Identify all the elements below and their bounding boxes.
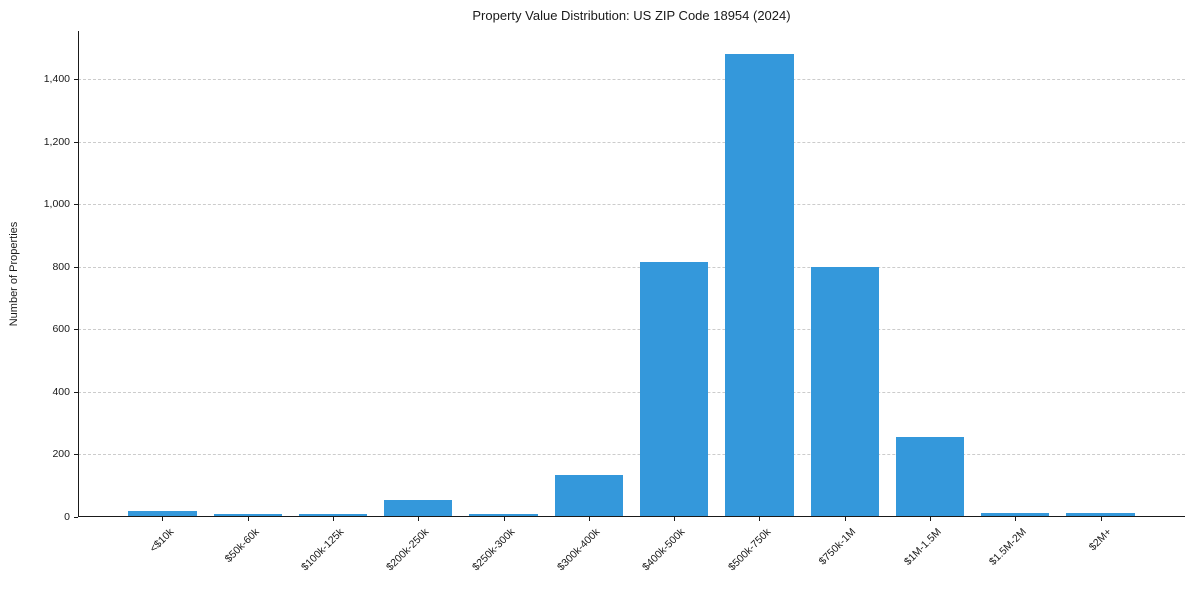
bar	[128, 510, 197, 517]
x-tick-label: $1.5M-2M	[986, 526, 1029, 568]
bar	[810, 266, 879, 517]
x-tick-label: <$10k	[146, 526, 176, 555]
bar	[213, 514, 282, 517]
gridline-1400	[78, 79, 1185, 81]
gridline-800	[78, 266, 1185, 268]
bar	[725, 54, 794, 517]
y-tick-mark	[74, 79, 78, 81]
y-tick-label: 1,400	[43, 73, 70, 86]
y-tick-label: 1,200	[43, 135, 70, 148]
bar	[298, 514, 368, 517]
y-tick-mark	[74, 266, 78, 268]
plot-area	[78, 31, 1185, 517]
y-axis-label: Number of Properties	[8, 221, 20, 327]
y-tick-mark	[74, 204, 78, 206]
x-tick-mark	[588, 517, 590, 521]
x-tick-label: $750k-1M	[816, 526, 859, 568]
x-tick-mark	[844, 517, 846, 521]
gridline-600	[78, 329, 1185, 331]
y-axis-line	[78, 31, 79, 517]
gridline-1000	[78, 204, 1185, 206]
bar	[554, 474, 623, 517]
x-tick-label: $2M+	[1086, 526, 1115, 554]
y-tick-mark	[74, 454, 78, 456]
y-tick-label: 800	[52, 260, 70, 273]
bar	[895, 437, 965, 517]
y-tick-mark	[74, 391, 78, 393]
x-tick-mark	[247, 517, 249, 521]
x-tick-mark	[1015, 517, 1017, 521]
y-tick-label: 200	[52, 448, 70, 461]
x-tick-mark	[503, 517, 505, 521]
y-tick-label: 0	[64, 511, 70, 523]
gridline-400	[78, 391, 1185, 393]
x-tick-mark	[759, 517, 761, 521]
bar	[1066, 513, 1135, 517]
x-tick-mark	[162, 517, 164, 521]
chart-title: Property Value Distribution: US ZIP Code…	[472, 8, 791, 23]
y-tick-label: 1,000	[43, 198, 70, 211]
x-tick-mark	[418, 517, 420, 521]
bar	[640, 262, 709, 517]
y-tick-mark	[74, 141, 78, 143]
x-tick-label: $250k-300k	[469, 526, 518, 574]
y-tick-label: 400	[52, 385, 70, 398]
x-tick-label: $100k-125k	[299, 526, 347, 574]
x-axis-line	[78, 516, 1185, 517]
x-tick-mark	[674, 517, 676, 521]
bar	[981, 513, 1050, 517]
y-tick-mark	[74, 517, 78, 518]
gridline-200	[78, 454, 1185, 456]
y-tick-label: 600	[52, 323, 70, 336]
x-tick-label: $400k-500k	[640, 526, 688, 574]
x-tick-mark	[1100, 517, 1102, 521]
x-tick-label: $200k-250k	[384, 526, 432, 574]
x-tick-mark	[929, 517, 931, 521]
x-tick-label: $50k-60k	[222, 526, 262, 566]
x-tick-label: $300k-400k	[555, 526, 603, 574]
bar	[384, 499, 453, 517]
x-tick-label: $500k-750k	[725, 526, 773, 574]
x-tick-label: $1M-1.5M	[901, 526, 944, 568]
gridline-1200	[78, 141, 1185, 143]
x-tick-mark	[333, 517, 334, 521]
y-tick-mark	[74, 329, 78, 331]
bar	[469, 513, 538, 517]
